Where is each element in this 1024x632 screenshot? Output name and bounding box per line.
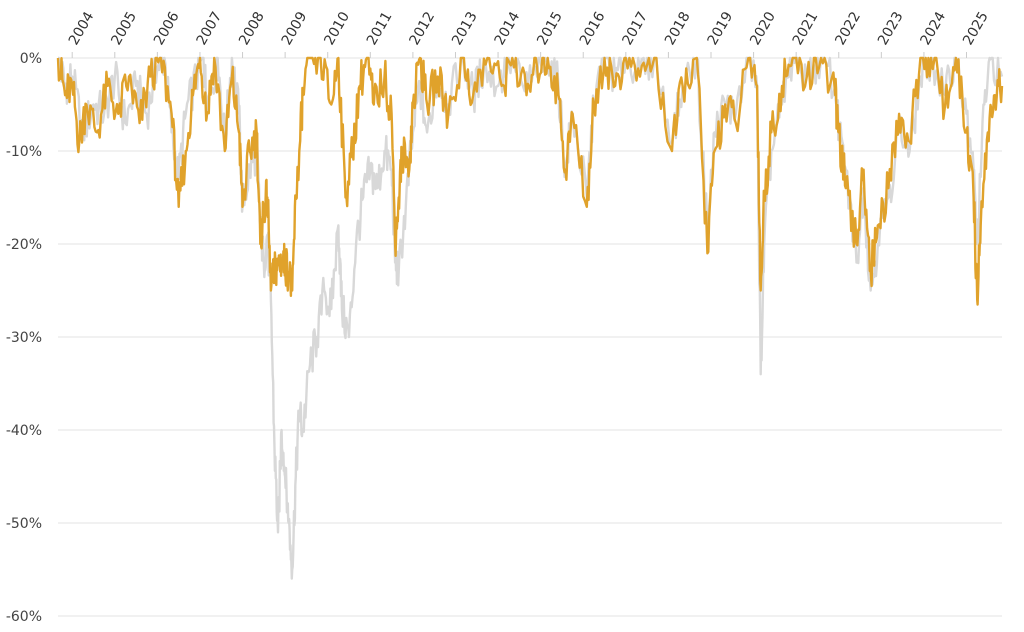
x-tick-label: 2011 <box>364 9 396 48</box>
x-tick-label: 2012 <box>406 9 438 48</box>
y-axis-labels: 0% -10% -20% -30% -40% -50% -60% <box>6 51 42 625</box>
x-tick-label: 2016 <box>577 9 609 48</box>
y-tick-label: -40% <box>6 423 42 439</box>
y-tick-label: -30% <box>6 330 42 346</box>
gridlines <box>58 57 1002 617</box>
x-tick-label: 2004 <box>66 9 98 48</box>
x-tick-label: 2009 <box>279 9 311 48</box>
x-axis-labels: 2004 2005 2006 2007 2008 2009 2010 2011 2012 2013… <box>66 9 992 58</box>
x-tick-label: 2005 <box>108 9 140 48</box>
x-tick-label: 2006 <box>151 9 183 48</box>
x-tick-label: 2013 <box>449 9 481 48</box>
x-tick-label: 2015 <box>534 9 566 48</box>
x-tick-label: 2019 <box>705 9 737 48</box>
x-tick-label: 2018 <box>662 9 694 48</box>
x-tick-label: 2024 <box>918 9 950 48</box>
x-tick-label: 2014 <box>492 9 524 48</box>
x-tick-label: 2022 <box>832 9 864 48</box>
x-tick-label: 2017 <box>619 9 651 48</box>
x-tick-label: 2023 <box>875 9 907 48</box>
y-tick-label: -20% <box>6 237 42 253</box>
x-tick-label: 2025 <box>960 9 992 48</box>
x-tick-label: 2007 <box>194 9 226 48</box>
series-line-2 <box>56 56 1004 306</box>
y-tick-label: -10% <box>6 144 42 160</box>
y-tick-label: -60% <box>6 609 42 625</box>
y-tick-label: -50% <box>6 516 42 532</box>
series-lines <box>56 56 1004 580</box>
series-line-1 <box>57 56 1004 580</box>
x-tick-label: 2010 <box>321 9 353 48</box>
x-tick-label: 2008 <box>236 9 268 48</box>
x-tick-label: 2021 <box>790 9 822 48</box>
y-tick-label: 0% <box>20 51 42 67</box>
x-tick-label: 2020 <box>747 9 779 48</box>
